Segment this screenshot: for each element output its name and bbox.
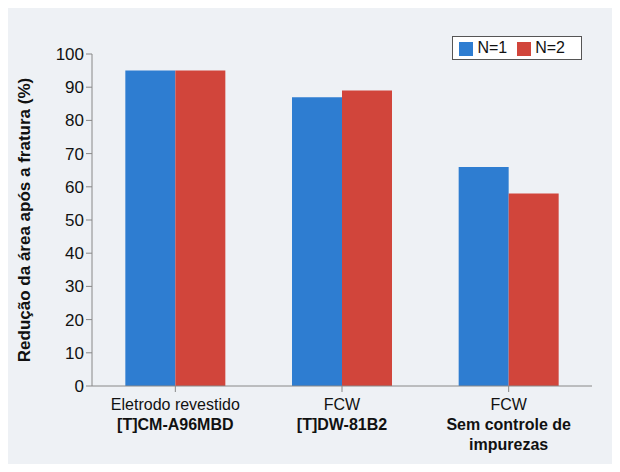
svg-text:20: 20: [65, 311, 84, 330]
svg-text:60: 60: [65, 178, 84, 197]
svg-text:impurezas: impurezas: [469, 436, 548, 453]
svg-text:30: 30: [65, 277, 84, 296]
svg-text:40: 40: [65, 244, 84, 263]
svg-text:10: 10: [65, 344, 84, 363]
svg-text:Redução da área após a fratura: Redução da área após a fratura (%): [15, 78, 34, 362]
html-text:N=1: N=1: [477, 39, 508, 56]
svg-text:[T]DW-81B2: [T]DW-81B2: [297, 416, 387, 433]
svg-text:Sem controle de: Sem controle de: [446, 416, 571, 433]
svg-text:80: 80: [65, 111, 84, 130]
svg-text:100: 100: [56, 45, 84, 64]
svg-text:90: 90: [65, 78, 84, 97]
svg-text:70: 70: [65, 145, 84, 164]
svg-text:FCW: FCW: [490, 396, 527, 413]
svg-text:0: 0: [75, 377, 84, 396]
svg-text:Eletrodo revestido: Eletrodo revestido: [111, 396, 240, 413]
svg-text:50: 50: [65, 211, 84, 230]
svg-text:FCW: FCW: [324, 396, 361, 413]
svg-text:[T]CM-A96MBD: [T]CM-A96MBD: [117, 416, 233, 433]
html-text:N=2: N=2: [535, 39, 565, 56]
